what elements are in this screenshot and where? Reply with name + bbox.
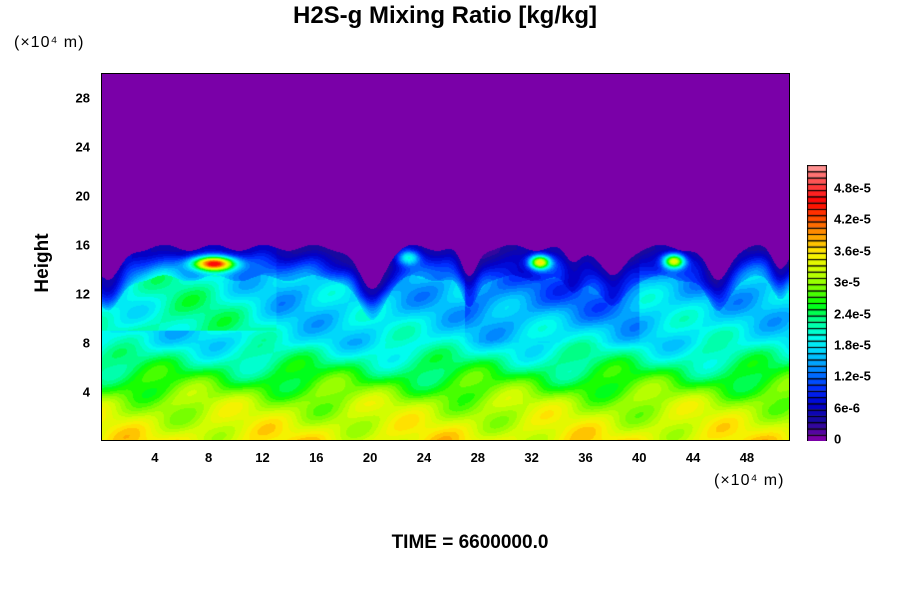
x-tick-label: 28 [470, 450, 486, 465]
x-tick-label: 36 [578, 450, 593, 465]
x-tick-label: 8 [205, 450, 213, 465]
colorbar [807, 165, 827, 441]
y-tick-label: 16 [75, 237, 90, 253]
y-tick-label: 4 [82, 384, 90, 400]
x-axis-unit: (×10⁴ m) [714, 472, 785, 489]
time-label: TIME = 6600000.0 [391, 532, 549, 553]
x-tick-label: 24 [416, 450, 432, 465]
colorbar-tick-label: 3.6e-5 [834, 243, 871, 259]
chart-title: H2S-g Mixing Ratio [kg/kg] [292, 2, 597, 29]
colorbar-tick-label: 3e-5 [834, 274, 861, 290]
x-tick-label: 4 [151, 450, 159, 465]
x-tick-label: 12 [255, 450, 270, 465]
x-tick-label: 32 [524, 450, 539, 465]
x-tick-label: 44 [685, 450, 701, 465]
x-tick-label: 48 [739, 450, 755, 465]
x-tick-label: 40 [632, 450, 647, 465]
colorbar-tick-label: 0 [834, 431, 842, 447]
colorbar-tick-label: 4.8e-5 [834, 180, 871, 196]
y-tick-label: 12 [75, 286, 90, 302]
y-tick-label: 20 [75, 188, 90, 204]
y-tick-label: 24 [75, 139, 90, 155]
colorbar-tick-label: 6e-6 [834, 400, 861, 416]
colorbar-tick-label: 4.2e-5 [834, 211, 871, 227]
colorbar-tick-label: 1.8e-5 [834, 337, 871, 353]
y-axis-label: Height [32, 233, 53, 293]
heatmap-canvas [102, 74, 789, 440]
colorbar-tick-label: 2.4e-5 [834, 306, 871, 322]
x-tick-label: 16 [309, 450, 324, 465]
plot-area [101, 73, 790, 441]
y-tick-label: 28 [75, 90, 90, 106]
colorbar-tick-label: 1.2e-5 [834, 368, 871, 384]
y-axis-unit: (×10⁴ m) [14, 34, 85, 51]
x-tick-label: 20 [362, 450, 378, 465]
y-tick-label: 8 [82, 335, 90, 351]
